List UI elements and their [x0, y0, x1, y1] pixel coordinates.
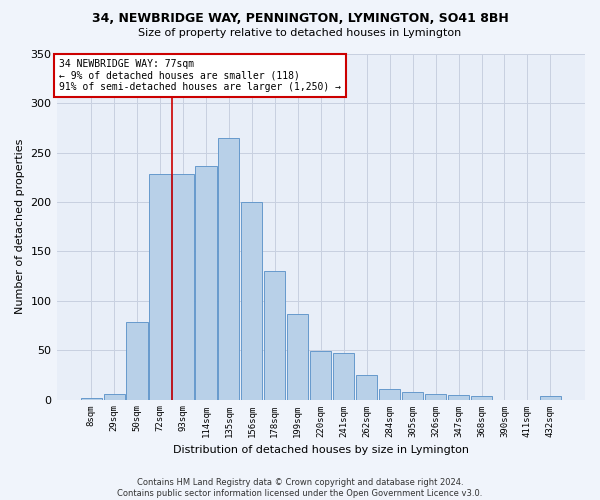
Bar: [310, 351, 331, 400]
Text: Contains HM Land Registry data © Crown copyright and database right 2024.
Contai: Contains HM Land Registry data © Crown c…: [118, 478, 482, 498]
Bar: [540, 396, 561, 400]
Bar: [80, 398, 101, 400]
Bar: [425, 394, 446, 400]
Text: 34, NEWBRIDGE WAY, PENNINGTON, LYMINGTON, SO41 8BH: 34, NEWBRIDGE WAY, PENNINGTON, LYMINGTON…: [92, 12, 508, 26]
Bar: [264, 271, 286, 400]
Bar: [172, 174, 194, 400]
Bar: [104, 394, 125, 400]
Bar: [448, 394, 469, 400]
Bar: [127, 322, 148, 400]
Bar: [149, 174, 170, 400]
Bar: [379, 388, 400, 400]
Bar: [287, 314, 308, 400]
Bar: [333, 353, 354, 400]
Bar: [196, 166, 217, 400]
Text: 34 NEWBRIDGE WAY: 77sqm
← 9% of detached houses are smaller (118)
91% of semi-de: 34 NEWBRIDGE WAY: 77sqm ← 9% of detached…: [59, 59, 341, 92]
Bar: [356, 375, 377, 400]
X-axis label: Distribution of detached houses by size in Lymington: Distribution of detached houses by size …: [173, 445, 469, 455]
Text: Size of property relative to detached houses in Lymington: Size of property relative to detached ho…: [139, 28, 461, 38]
Bar: [241, 202, 262, 400]
Y-axis label: Number of detached properties: Number of detached properties: [15, 139, 25, 314]
Bar: [402, 392, 423, 400]
Bar: [218, 138, 239, 400]
Bar: [471, 396, 492, 400]
